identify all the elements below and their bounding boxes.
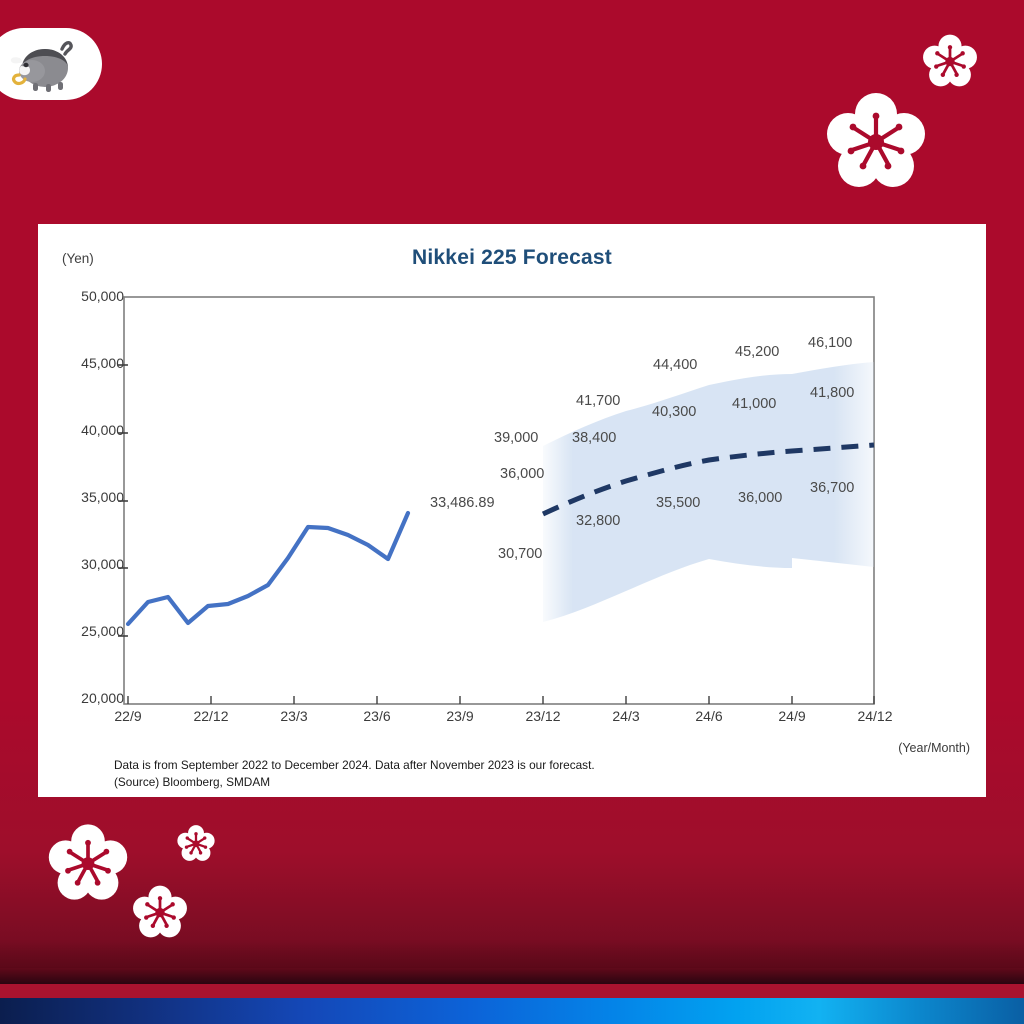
data-label-upper: 46,100 [808,335,853,351]
forecast-series-line [541,442,875,517]
bull-mascot-icon [10,40,73,92]
y-tick-label: 20,000 [81,690,124,706]
data-label-lower: 35,500 [656,495,701,511]
x-tick-label: 22/12 [193,708,229,724]
x-tick-label: 24/6 [695,708,723,724]
data-label-lower: 30,700 [498,546,543,562]
data-label-center: 36,000 [500,466,545,482]
plum-blossom-icon [822,90,930,195]
x-tick-label: 24/12 [857,708,893,724]
chart-svg [118,296,875,705]
data-label-upper: 39,000 [494,430,539,446]
data-label-center: 41,800 [810,385,855,401]
data-label-center: 40,300 [652,404,697,420]
data-label-lower: 36,000 [738,490,783,506]
chart-plot-area: 50,000 45,000 40,000 35,000 30,000 25,00… [38,224,986,797]
y-tick-label: 50,000 [81,288,124,304]
plum-blossom-icon [921,33,979,93]
y-tick-label: 30,000 [81,556,124,572]
y-tick-label: 40,000 [81,422,124,438]
data-label-upper: 41,700 [576,393,621,409]
forecast-confidence-band [543,362,874,622]
x-tick-label: 23/9 [446,708,474,724]
data-label-center: 38,400 [572,430,617,446]
y-tick-label: 25,000 [81,623,124,639]
x-tick-label: 23/6 [363,708,391,724]
data-label-upper: 45,200 [735,344,780,360]
y-axis-ticks [118,364,128,637]
actual-series-line [125,510,411,627]
x-axis-ticks [127,696,875,704]
data-label-lower: 36,700 [810,480,855,496]
data-label-center: 41,000 [732,396,777,412]
x-tick-label: 22/9 [114,708,142,724]
chart-card: (Yen) Nikkei 225 Forecast 50,000 45,000 … [38,224,986,797]
data-label-last-actual: 33,486.89 [430,495,495,511]
footnote-line-1: Data is from September 2022 to December … [114,758,595,772]
plum-blossom-icon [131,884,189,944]
data-label-lower: 32,800 [576,513,621,529]
plum-blossom-icon [46,822,130,907]
data-label-upper: 44,400 [653,357,698,373]
y-axis-unit-label: (Yen) [62,251,94,266]
chart-title: Nikkei 225 Forecast [412,246,612,269]
logo-badge [0,28,102,100]
plum-blossom-icon [176,824,216,867]
x-tick-label: 23/12 [525,708,561,724]
x-tick-label: 24/9 [778,708,806,724]
y-tick-label: 35,000 [81,489,124,505]
chart-footnote: Data is from September 2022 to December … [114,757,595,791]
background-bottom-fade [0,940,1024,984]
x-axis-unit-label: (Year/Month) [898,741,970,755]
x-tick-label: 23/3 [280,708,308,724]
bottom-blue-gradient-bar [0,998,1024,1024]
footnote-line-2: (Source) Bloomberg, SMDAM [114,775,271,790]
y-tick-label: 45,000 [81,355,124,371]
x-tick-label: 24/3 [612,708,640,724]
